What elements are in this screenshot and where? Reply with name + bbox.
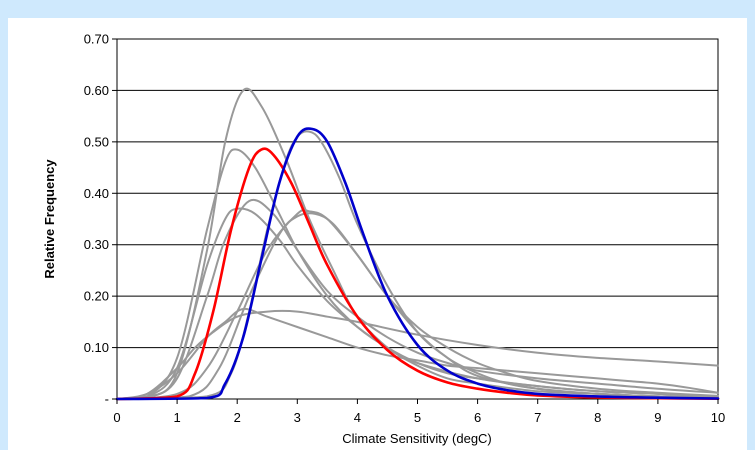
x-tick-label-8: 8 xyxy=(594,410,601,425)
y-tick-label-7: 0.70 xyxy=(84,32,109,47)
grid-lines xyxy=(117,89,718,349)
x-tick-label-2: 2 xyxy=(234,410,241,425)
x-axis-label: Climate Sensitivity (degC) xyxy=(342,431,492,446)
relative-frequency-chart: - 0.10 0.20 0.30 0.40 0.50 0.60 0.70 0 1 2 3 4 5 6 7 8 9… xyxy=(42,32,725,447)
y-tick-label-5: 0.50 xyxy=(84,134,109,149)
chart-panel: - 0.10 0.20 0.30 0.40 0.50 0.60 0.70 0 1 2 3 4 5 6 7 8 9… xyxy=(8,18,747,450)
x-axis-ticks: 0 1 2 3 4 5 6 7 8 9 10 xyxy=(113,399,725,425)
series-line-5 xyxy=(116,307,719,400)
series-line-2 xyxy=(116,207,719,400)
y-tick-label-4: 0.40 xyxy=(84,186,109,201)
x-tick-label-0: 0 xyxy=(113,410,120,425)
series-line-9 xyxy=(115,147,720,401)
x-tick-label-4: 4 xyxy=(354,410,361,425)
series-line-1 xyxy=(116,148,719,400)
y-tick-label-2: 0.20 xyxy=(84,289,109,304)
x-tick-label-3: 3 xyxy=(294,410,301,425)
y-axis-label: Relative Frequency xyxy=(42,159,57,279)
y-tick-label-1: 0.10 xyxy=(84,340,109,355)
x-tick-label-9: 9 xyxy=(654,410,661,425)
y-tick-label-0: - xyxy=(105,392,109,407)
x-tick-label-6: 6 xyxy=(474,410,481,425)
x-tick-label-1: 1 xyxy=(173,410,180,425)
x-tick-label-5: 5 xyxy=(414,410,421,425)
series-line-4 xyxy=(116,309,719,400)
series-line-3 xyxy=(116,198,719,400)
y-tick-label-6: 0.60 xyxy=(84,83,109,98)
y-tick-label-3: 0.30 xyxy=(84,237,109,252)
series-line-0 xyxy=(116,87,719,400)
series-layer xyxy=(115,87,720,401)
x-tick-label-10: 10 xyxy=(711,410,725,425)
x-tick-label-7: 7 xyxy=(534,410,541,425)
series-line-10 xyxy=(115,127,720,401)
y-axis-ticks: - 0.10 0.20 0.30 0.40 0.50 0.60 0.70 xyxy=(84,32,117,407)
